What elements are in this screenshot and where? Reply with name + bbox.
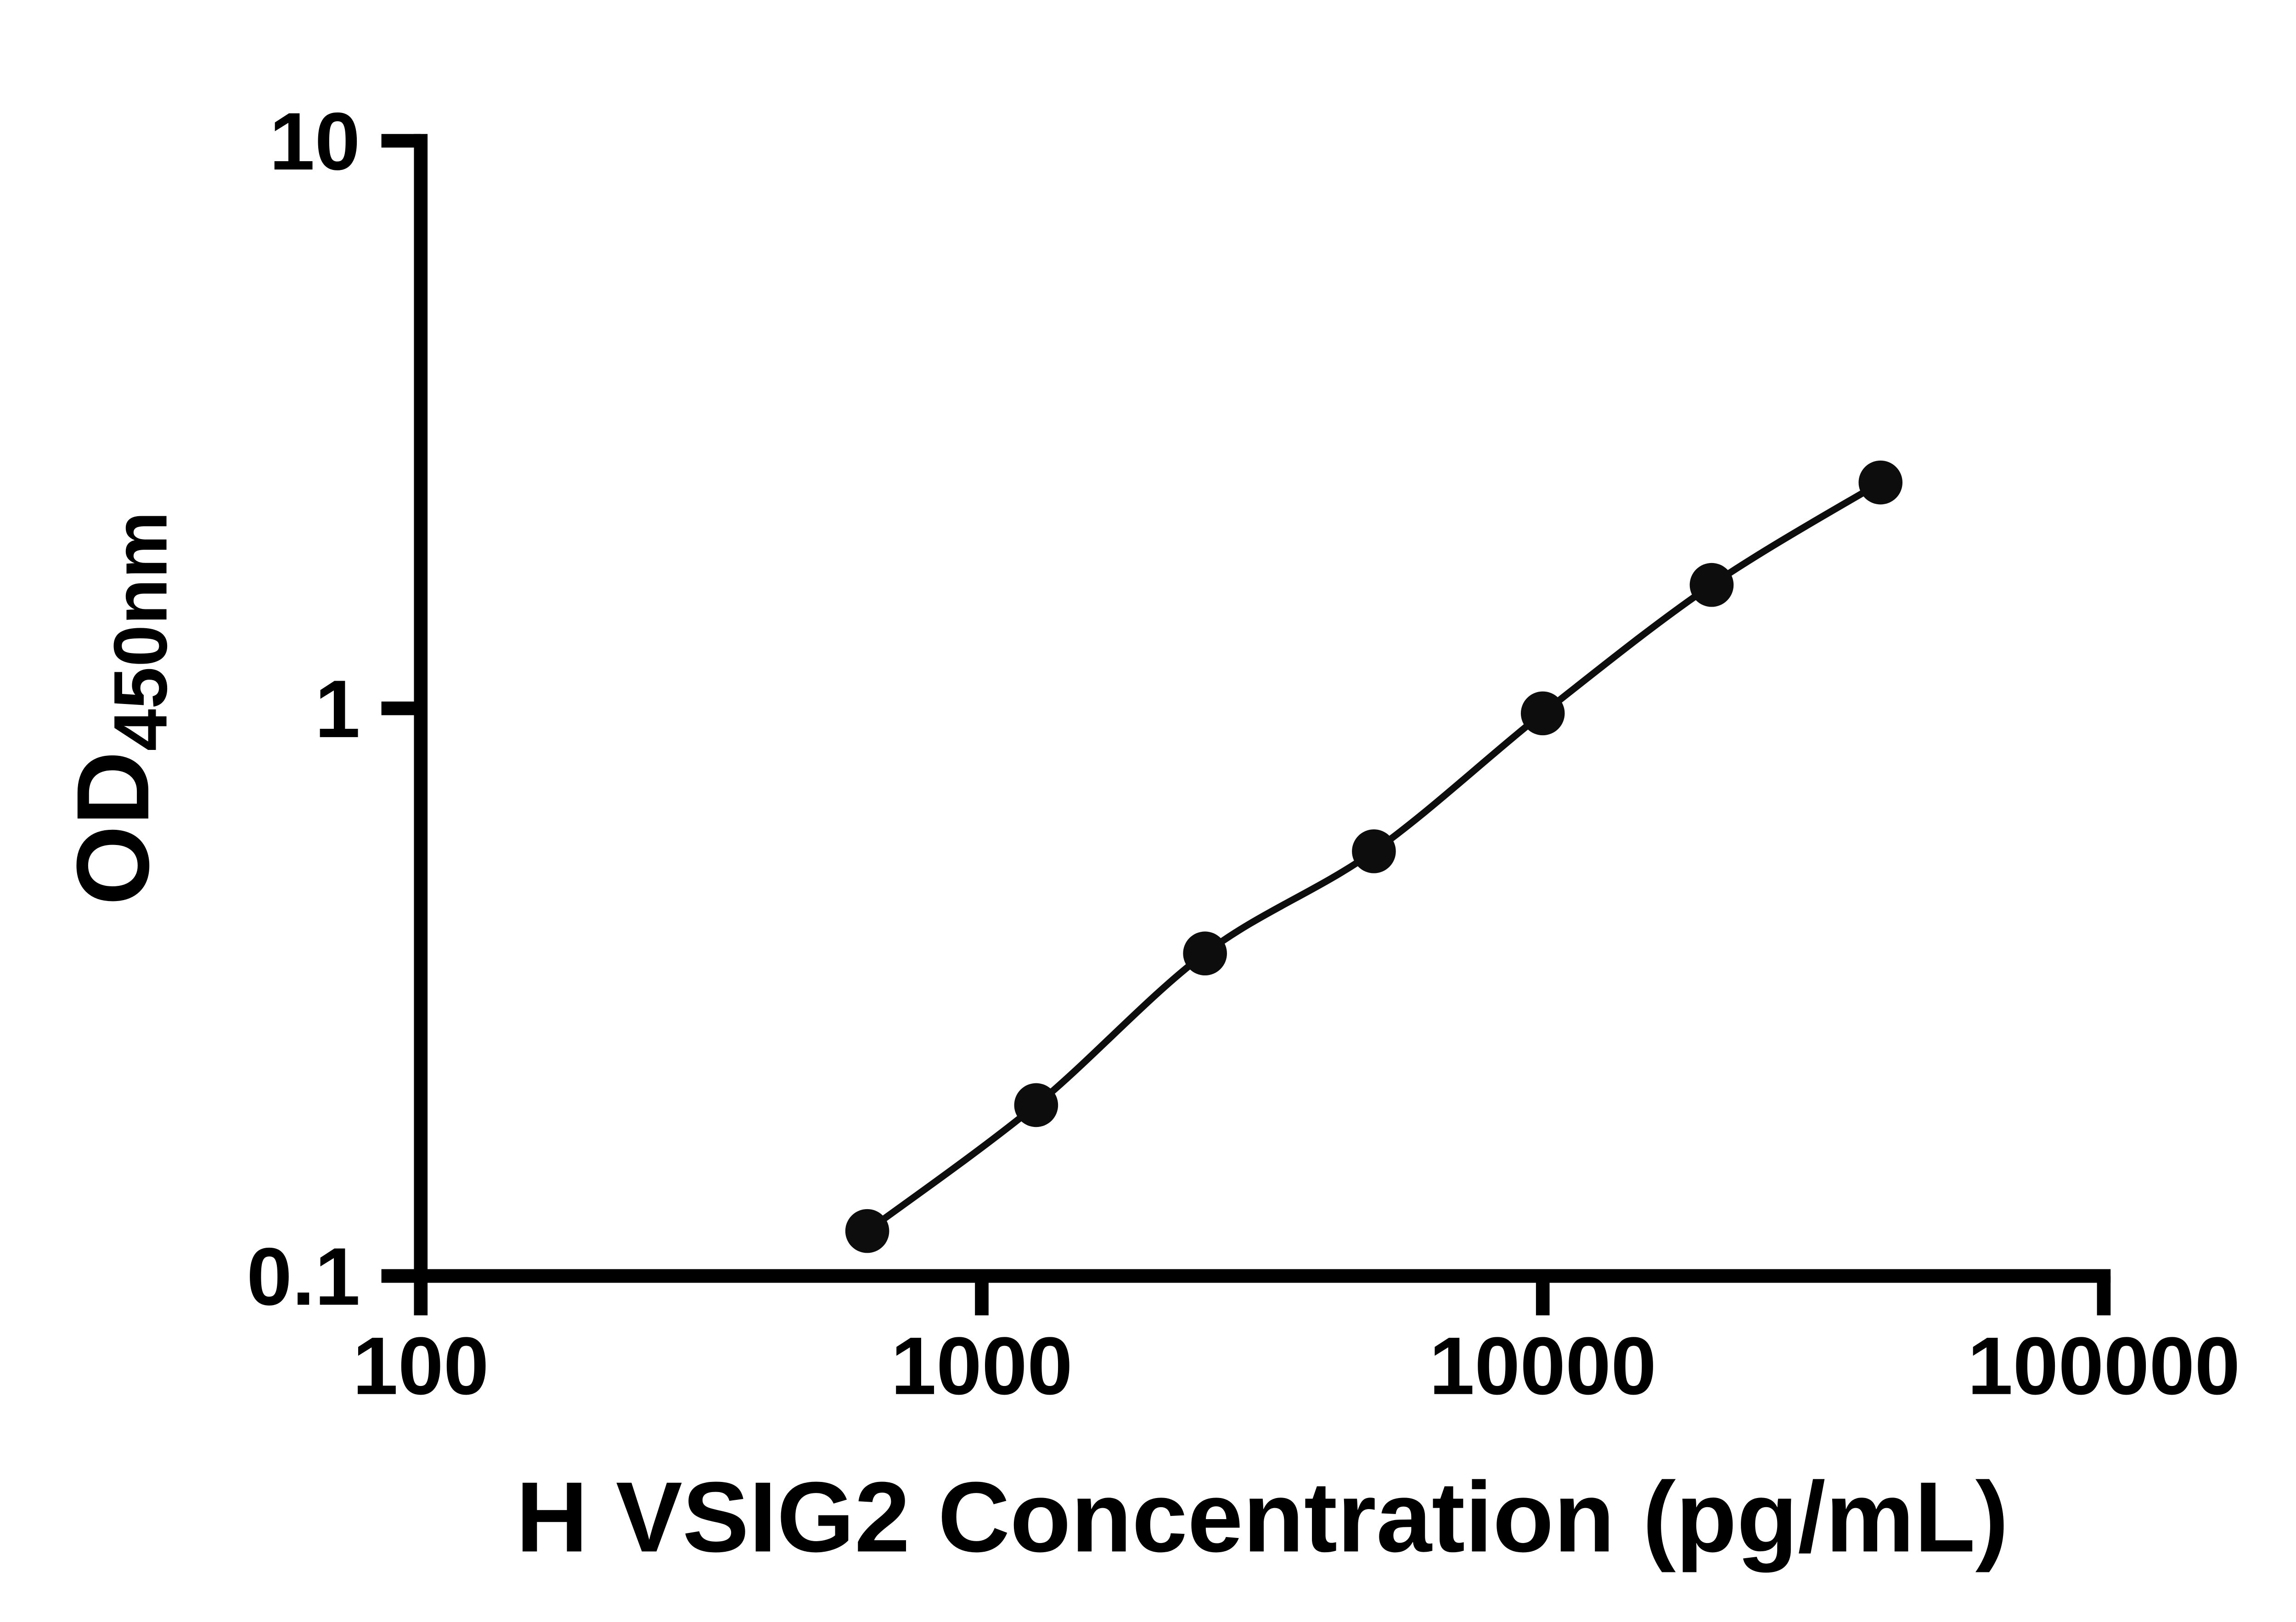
x-tick-label: 10000	[1429, 1320, 1656, 1412]
x-tick-label: 100	[353, 1320, 489, 1412]
y-tick-label: 10	[269, 96, 360, 187]
data-point	[845, 1209, 889, 1253]
data-point	[1352, 829, 1396, 873]
axes-layer	[414, 134, 2111, 1283]
y-axis-title-main: OD	[56, 751, 170, 905]
data-point	[1520, 691, 1565, 736]
x-axis-title: H VSIG2 Concentration (pg/mL)	[516, 1461, 2009, 1573]
axis-line	[414, 134, 2111, 1283]
y-tick-label: 0.1	[247, 1231, 360, 1322]
x-tick-label: 100000	[1967, 1320, 2240, 1412]
data-point	[1183, 931, 1227, 976]
data-point	[1689, 563, 1734, 607]
ticks-layer: 100 1000 10000 100000 0.1 1 10	[247, 96, 2240, 1411]
y-tick-label: 1	[315, 663, 360, 755]
data-point	[1858, 460, 1903, 505]
plot-layer	[845, 460, 1903, 1253]
y-axis-title-sub: 450nm	[98, 511, 183, 751]
x-tick-label: 1000	[891, 1320, 1073, 1412]
data-point	[1014, 1083, 1058, 1127]
y-axis-title: OD450nm	[56, 511, 183, 905]
